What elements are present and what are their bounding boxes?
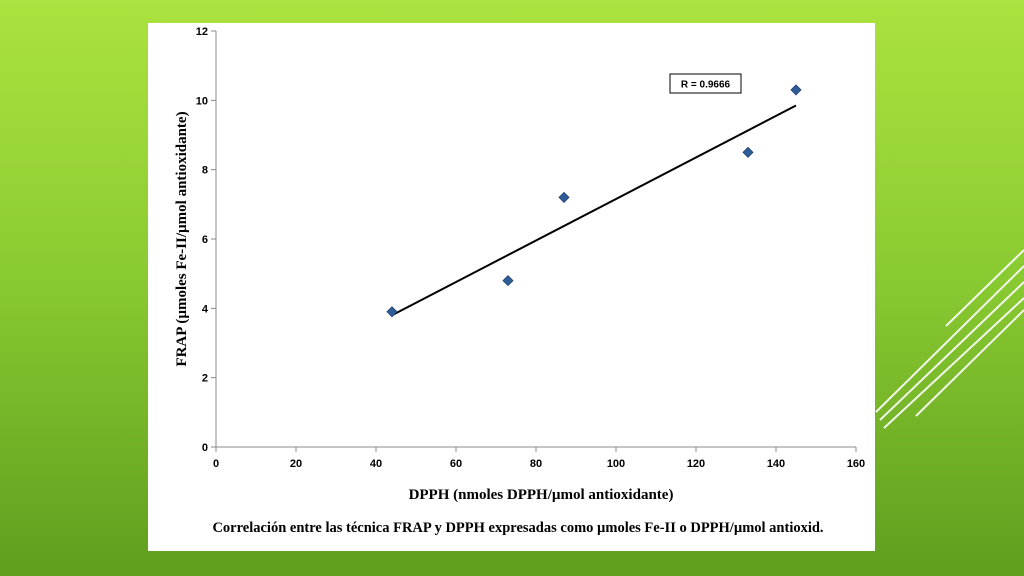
y-axis-title: FRAP (µmoles Fe-II/µmol antioxidante) xyxy=(174,111,190,366)
data-point xyxy=(502,275,514,287)
y-tick-label: 6 xyxy=(202,234,208,246)
x-tick-label: 20 xyxy=(290,458,302,470)
x-tick-label: 80 xyxy=(530,458,542,470)
y-tick-label: 4 xyxy=(202,303,209,315)
y-tick-label: 0 xyxy=(202,442,208,454)
x-tick-label: 120 xyxy=(687,458,705,470)
data-point xyxy=(558,191,570,203)
y-tick-label: 2 xyxy=(202,373,208,385)
y-tick-label: 10 xyxy=(196,95,208,107)
y-axis-ticks: 0 2 4 6 8 10 12 xyxy=(196,26,216,454)
x-axis-title: DPPH (nmoles DPPH/µmol antioxidante) xyxy=(409,487,674,503)
chart-panel: 0 2 4 6 8 10 12 0 20 40 60 80 100 120 140 160 R = 0.96… xyxy=(148,23,875,551)
correlation-annotation: R = 0.9666 xyxy=(669,73,742,94)
x-axis-ticks: 0 20 40 60 80 100 120 140 160 xyxy=(213,447,865,470)
trendline xyxy=(391,104,797,317)
x-tick-label: 0 xyxy=(213,458,219,470)
y-tick-label: 8 xyxy=(202,165,208,177)
figure-caption: Correlación entre las técnica FRAP y DPP… xyxy=(212,520,823,536)
annotation-text: R = 0.9666 xyxy=(681,80,731,91)
x-tick-label: 160 xyxy=(847,458,865,470)
x-tick-label: 100 xyxy=(607,458,625,470)
data-points xyxy=(386,84,802,318)
scatter-chart: 0 2 4 6 8 10 12 0 20 40 60 80 100 120 140 160 R = 0.96… xyxy=(174,26,865,536)
x-tick-label: 140 xyxy=(767,458,785,470)
x-tick-label: 60 xyxy=(450,458,462,470)
data-point xyxy=(790,84,802,96)
y-tick-label: 12 xyxy=(196,26,208,38)
data-point xyxy=(742,146,754,158)
x-tick-label: 40 xyxy=(370,458,382,470)
data-point xyxy=(386,306,398,318)
